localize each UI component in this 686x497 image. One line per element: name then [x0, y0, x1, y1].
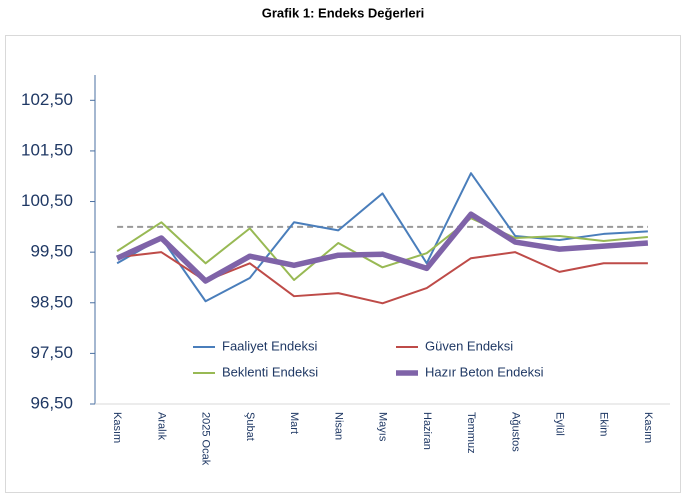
series-line	[116, 217, 648, 281]
x-tick-label: Ekim	[598, 412, 610, 436]
series-line	[115, 211, 649, 284]
x-tick-label: Aralık	[155, 412, 167, 441]
x-tick-label: Ağustos	[509, 412, 521, 452]
legend-label: Güven Endeksi	[425, 338, 513, 353]
y-tick-label: 96,50	[30, 393, 73, 412]
y-tick-label: 97,50	[30, 343, 73, 362]
x-tick-label: Şubat	[244, 412, 256, 441]
y-tick-label: 98,50	[30, 292, 73, 311]
y-tick-label: 99,50	[30, 242, 73, 261]
y-tick-label: 101,50	[21, 140, 73, 159]
legend-label: Faaliyet Endeksi	[222, 338, 317, 353]
x-tick-label: Nisan	[332, 412, 344, 440]
x-tick-label: Haziran	[421, 412, 433, 450]
x-tick-label: Eylül	[554, 412, 566, 436]
chart-frame	[5, 35, 681, 493]
legend-label: Beklenti Endeksi	[222, 364, 318, 379]
y-tick-label: 102,50	[21, 90, 73, 109]
x-tick-label: Kasım	[111, 412, 123, 443]
x-tick-label: Mayıs	[377, 412, 389, 442]
x-tick-label: 2025 Ocak	[200, 412, 212, 466]
legend-label: Hazır Beton Endeksi	[425, 364, 544, 379]
x-tick-label: Mart	[288, 412, 300, 434]
y-tick-label: 100,50	[21, 191, 73, 210]
chart-title: Grafik 1: Endeks Değerleri	[262, 5, 425, 20]
x-tick-label: Temmuz	[465, 412, 477, 454]
x-tick-label: Kasım	[642, 412, 654, 443]
series-line	[116, 172, 648, 303]
